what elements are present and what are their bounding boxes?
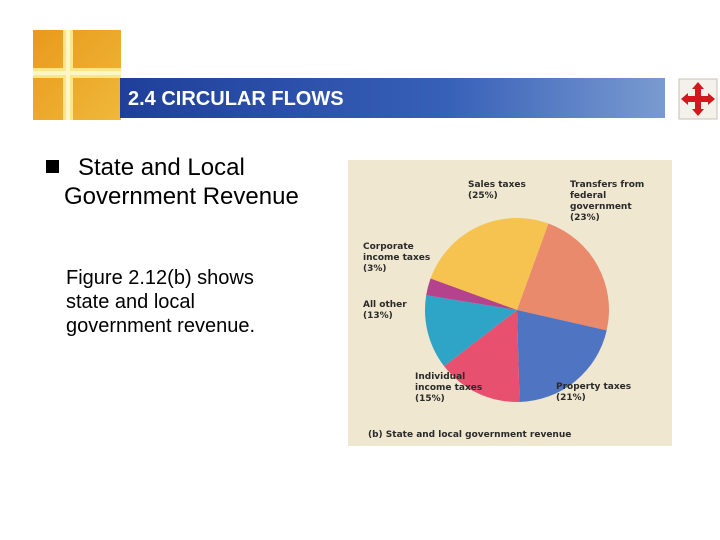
slice-label: Sales taxes (25%) [468,180,538,202]
slice-label: Individual income taxes (15%) [415,372,485,405]
category-label: Transfers from federal government [570,180,645,212]
bullet-marker [46,160,59,173]
value-label: (15%) [415,394,445,404]
value-label: (25%) [468,191,498,201]
category-label: Corporate income taxes [363,242,431,263]
value-label: (3%) [363,264,387,274]
pie-slice [517,223,609,331]
category-label: Property taxes [556,382,632,392]
category-label: Sales taxes [468,180,526,190]
slice-label: Transfers from federal government (23%) [570,180,670,224]
category-label: All other [363,300,407,310]
slice-label: All other (13%) [363,300,423,322]
slide-title: 2.4 CIRCULAR FLOWS [128,88,344,110]
pie-slice [425,295,517,367]
value-label: (23%) [570,213,600,223]
value-label: (21%) [556,393,586,403]
pie-slice [426,278,517,310]
pie-slice [444,310,520,402]
pie-slice [517,310,607,402]
body-text: Figure 2.12(b) shows state and local gov… [66,267,256,337]
title-bar [120,78,665,118]
header-graphic [33,30,121,120]
pie-slice [430,217,549,310]
value-label: (13%) [363,311,393,321]
nav-icon[interactable] [678,78,718,120]
slice-label: Corporate income taxes (3%) [363,242,433,275]
bullet-text: State and Local Government Revenue [64,154,299,210]
chart-caption: (b) State and local government revenue [368,430,572,440]
slice-label: Property taxes (21%) [556,382,636,404]
category-label: Individual income taxes [415,372,483,393]
